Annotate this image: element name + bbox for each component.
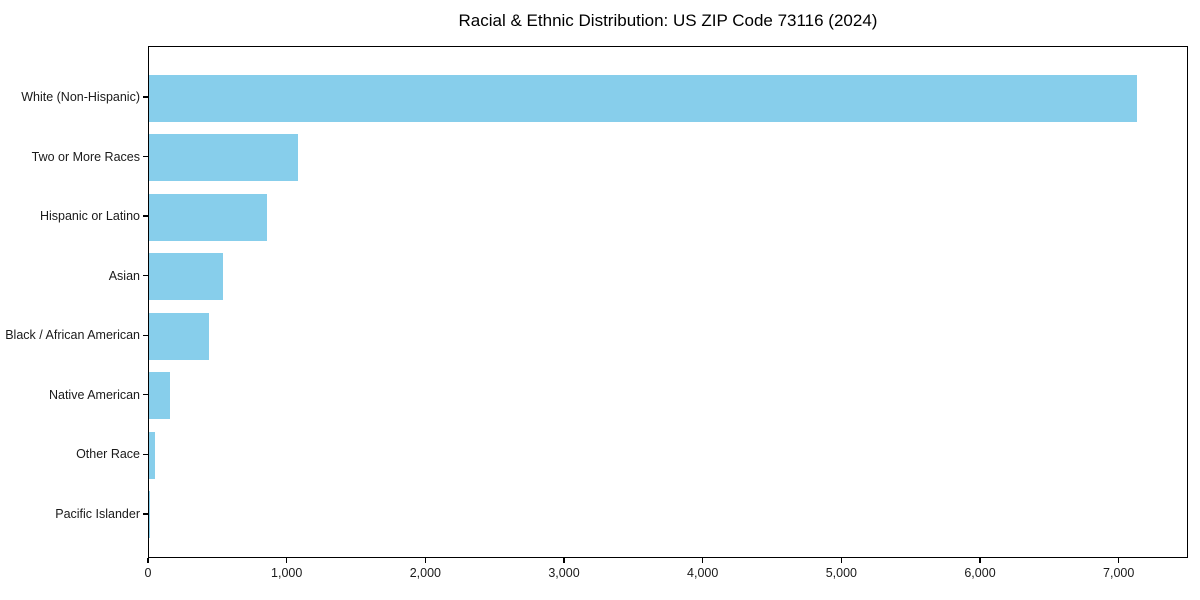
y-axis-label-hispanic-or-latino: Hispanic or Latino — [39, 209, 140, 224]
x-axis-tick-label: 2,000 — [409, 566, 441, 580]
bar-pacific-islander — [149, 491, 151, 539]
y-axis-tick — [142, 453, 148, 456]
x-axis-tick — [1118, 558, 1120, 563]
bar-black-african-american — [149, 312, 210, 360]
y-axis-tick — [142, 275, 148, 277]
y-axis-label-black-african-american: Black / African American — [5, 328, 140, 343]
y-axis-label-asian: Asian — [108, 268, 140, 283]
y-axis-tick — [142, 334, 148, 336]
x-axis-tick — [979, 558, 981, 563]
y-axis-label-native-american: Native American — [48, 387, 140, 402]
x-axis-tick — [286, 558, 288, 563]
x-axis-tick-label: 3,000 — [548, 566, 580, 580]
bar-other-race — [149, 431, 155, 479]
x-axis-tick — [702, 558, 704, 563]
bar-native-american — [149, 372, 170, 420]
x-axis-tick — [563, 558, 565, 563]
y-axis-tick — [142, 394, 148, 396]
bar-two-or-more-races — [149, 134, 298, 182]
y-axis-tick — [142, 513, 148, 515]
x-axis-tick-label: 1,000 — [271, 566, 303, 580]
x-axis-tick-label: 6,000 — [964, 566, 996, 580]
y-axis-label-two-or-more-races: Two or More Races — [31, 149, 140, 164]
bar-hispanic-or-latino — [149, 193, 268, 241]
x-axis-tick — [147, 558, 149, 563]
y-axis-tick — [142, 155, 148, 158]
plot-area — [148, 46, 1188, 558]
y-axis-label-other-race: Other Race — [76, 447, 140, 462]
bar-asian — [149, 253, 224, 301]
x-axis-tick-label: 4,000 — [687, 566, 719, 580]
chart-title: Racial & Ethnic Distribution: US ZIP Cod… — [458, 11, 878, 30]
bar-white-non-hispanic — [149, 74, 1138, 122]
y-axis-tick — [142, 96, 148, 98]
y-axis-label-white-non-hispanic: White (Non-Hispanic) — [21, 90, 140, 104]
x-axis-tick-label: 5,000 — [825, 566, 857, 580]
x-axis-tick-label: 7,000 — [1103, 566, 1135, 580]
x-axis-tick — [424, 558, 426, 563]
x-axis-tick-label: 0 — [144, 566, 152, 580]
x-axis-tick — [840, 558, 842, 563]
y-axis-tick — [142, 215, 148, 217]
y-axis-label-pacific-islander: Pacific Islander — [55, 506, 140, 521]
